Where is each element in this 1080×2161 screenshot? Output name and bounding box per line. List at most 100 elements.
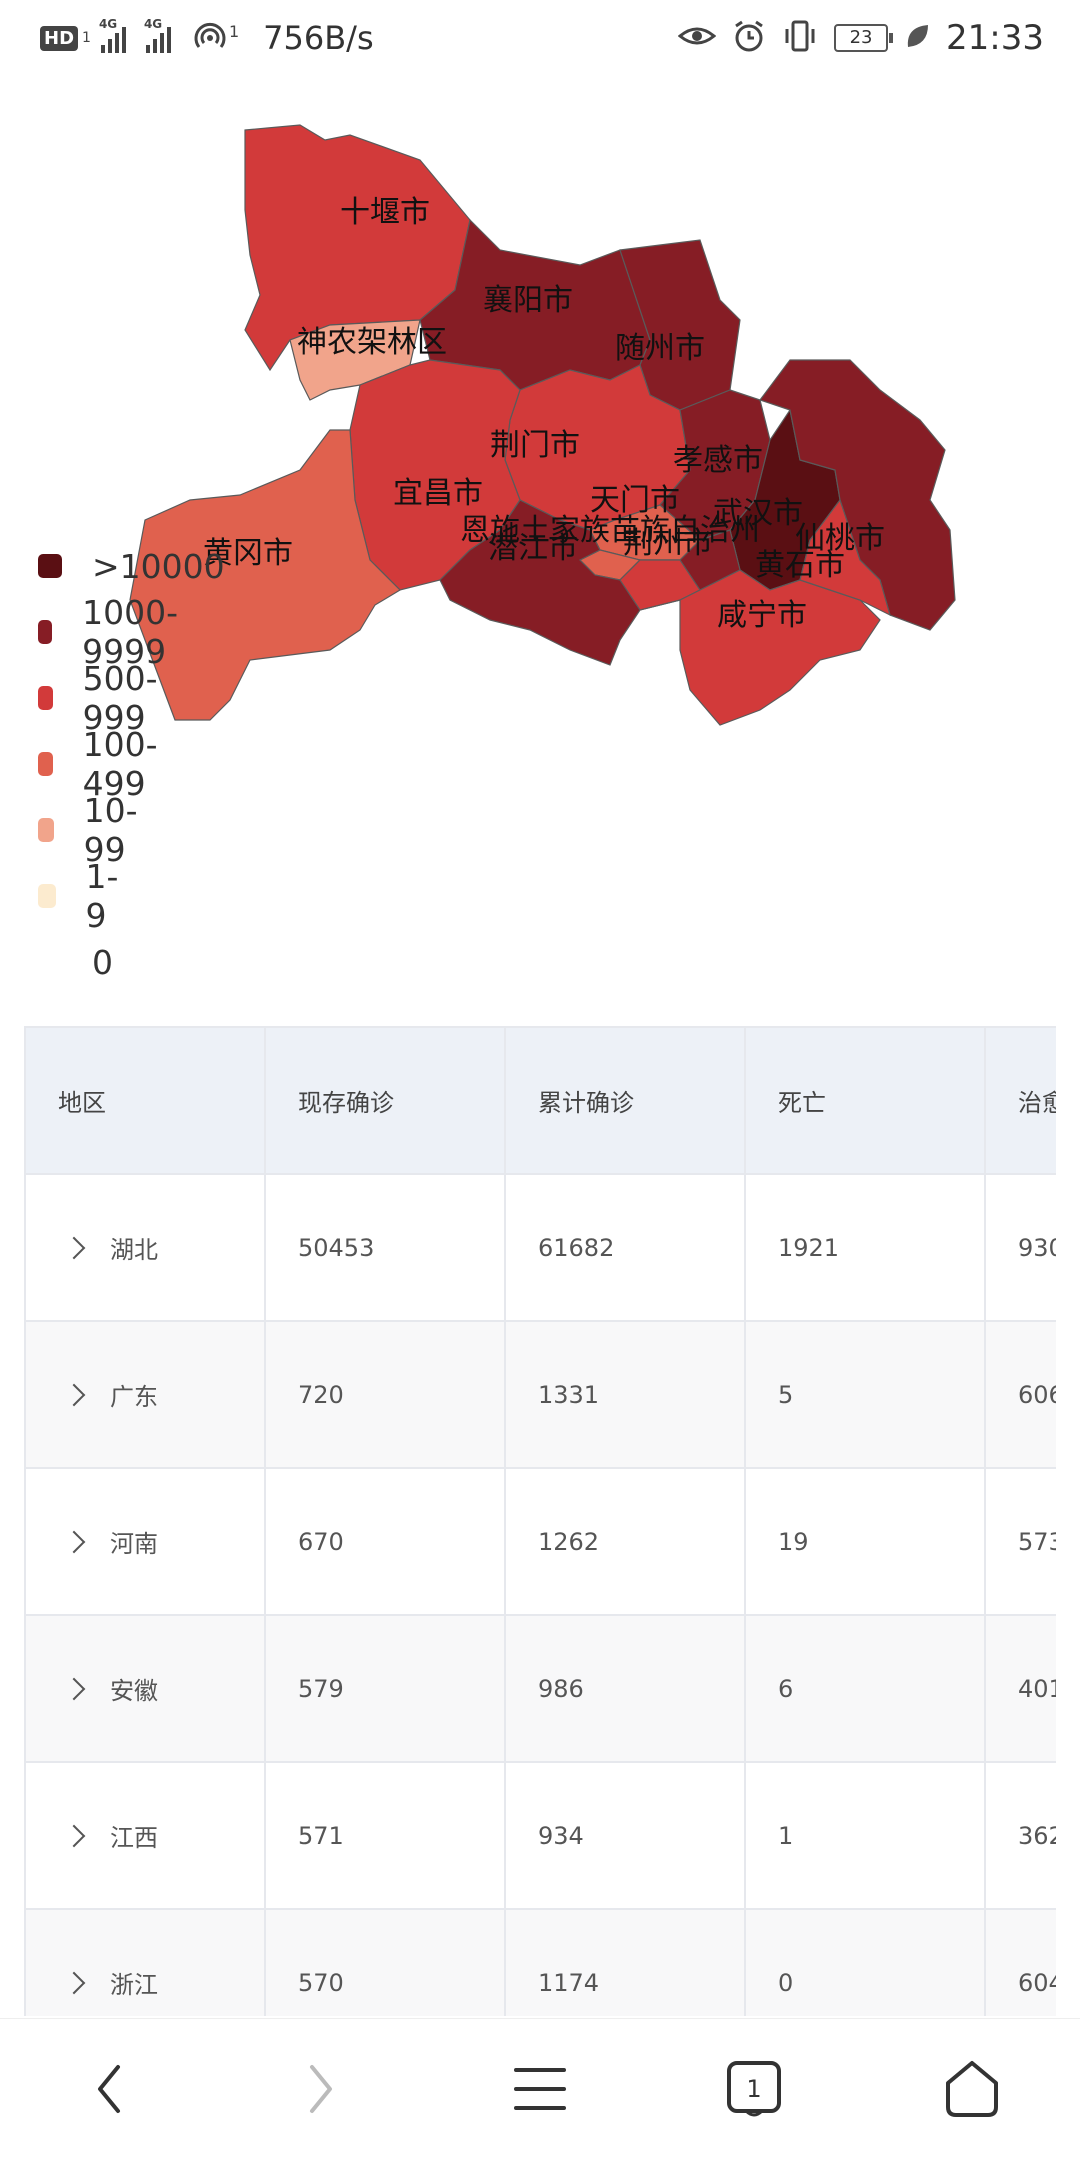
cell-cured: 604: [984, 1908, 1056, 2016]
back-icon: [98, 2065, 120, 2113]
table-row[interactable]: 安徽 5799866401: [24, 1614, 1056, 1763]
tabs-button[interactable]: 1: [714, 2049, 794, 2129]
map-label-3: 神农架林区: [297, 325, 447, 360]
cell-region[interactable]: 湖北: [24, 1173, 266, 1322]
map-label-2: 随州市: [615, 331, 705, 366]
cell-current-confirmed: 720: [264, 1320, 506, 1469]
map-label-5: 孝感市: [673, 443, 763, 478]
forward-icon: [310, 2065, 332, 2113]
hotspot-count: 1: [228, 21, 240, 41]
cell-total-confirmed: 934: [504, 1761, 746, 1910]
expand-chevron-icon[interactable]: [62, 1383, 86, 1406]
legend-label: 500-999: [82, 659, 158, 737]
region-huangshi[interactable]: [799, 498, 891, 617]
legend-item[interactable]: 100-499: [38, 725, 167, 803]
legend-item[interactable]: >10000: [38, 546, 225, 586]
cell-region[interactable]: 浙江: [24, 1908, 266, 2016]
home-icon: [946, 2061, 998, 2117]
map-label-8: 武汉市: [713, 496, 803, 531]
legend-item[interactable]: 1-9: [38, 857, 125, 935]
clock: 21:33: [946, 18, 1044, 58]
expand-chevron-icon[interactable]: [62, 1677, 86, 1700]
expand-chevron-icon[interactable]: [62, 1971, 86, 1994]
legend-swatch: [38, 818, 54, 842]
status-bar: HD 1 4G 4G 1 756B/s: [0, 0, 1080, 74]
region-name: 浙江: [110, 1971, 158, 1999]
table-row[interactable]: 湖北 50453616821921930: [24, 1173, 1056, 1322]
region-name: 安徽: [110, 1677, 158, 1705]
cellular-signal-icon-2: 4G: [144, 17, 171, 53]
menu-icon: [514, 2068, 566, 2110]
legend-label: >10000: [92, 546, 225, 586]
cell-total-confirmed: 1331: [504, 1320, 746, 1469]
map-label-12: 荆州市: [623, 526, 713, 561]
header-total-confirmed[interactable]: 累计确诊: [504, 1026, 746, 1175]
cell-cured: 573: [984, 1467, 1056, 1616]
expand-chevron-icon[interactable]: [62, 1530, 86, 1553]
region-jingzhou[interactable]: [439, 499, 741, 666]
menu-button[interactable]: [500, 2049, 580, 2129]
map-label-6: 宜昌市: [393, 476, 483, 511]
header-region[interactable]: 地区: [24, 1026, 266, 1175]
cell-current-confirmed: 571: [264, 1761, 506, 1910]
cellular-signal-icon: 4G: [99, 17, 126, 53]
cell-cured: 362: [984, 1761, 1056, 1910]
hotspot-icon: [191, 21, 229, 55]
map-label-14: 黄石市: [755, 548, 845, 583]
legend-item[interactable]: 10-99: [38, 791, 146, 869]
region-name: 江西: [110, 1824, 158, 1852]
map-label-9: 黄冈市: [203, 536, 293, 571]
table-row[interactable]: 河南 670126219573: [24, 1467, 1056, 1616]
vibrate-icon: [782, 19, 818, 57]
region-enshi[interactable]: [129, 429, 401, 721]
region-name: 湖北: [110, 1236, 158, 1264]
region-xianning[interactable]: [679, 569, 881, 726]
legend-swatch: [38, 554, 62, 578]
province-stats-table: 地区 现存确诊 累计确诊 死亡 治愈 湖北50453616821921930广东…: [24, 1026, 1056, 2016]
eye-comfort-icon: [677, 22, 717, 54]
forward-button[interactable]: [282, 2049, 362, 2129]
network-type-label: 4G: [98, 17, 118, 31]
region-huanggang[interactable]: [759, 359, 956, 631]
cell-total-confirmed: 1174: [504, 1908, 746, 2016]
expand-chevron-icon[interactable]: [62, 1236, 86, 1259]
cell-total-confirmed: 1262: [504, 1467, 746, 1616]
back-button[interactable]: [68, 2049, 148, 2129]
legend-label: 1-9: [85, 857, 119, 935]
cell-cured: 401: [984, 1614, 1056, 1763]
legend-label: 100-499: [82, 725, 158, 803]
legend-label: 1000-9999: [82, 593, 178, 671]
cell-total-confirmed: 986: [504, 1614, 746, 1763]
sim-slot-label: 1: [82, 30, 91, 46]
map-label-0: 十堰市: [340, 195, 430, 230]
legend-label: 0: [92, 942, 113, 982]
network-speed: 756B/s: [263, 19, 374, 57]
table-row[interactable]: 江西 5719341362: [24, 1761, 1056, 1910]
legend-swatch: [38, 884, 56, 908]
header-deaths[interactable]: 死亡: [744, 1026, 986, 1175]
expand-chevron-icon[interactable]: [62, 1824, 86, 1847]
tab-count: 1: [746, 2075, 761, 2103]
province-table-container[interactable]: 地区 现存确诊 累计确诊 死亡 治愈 湖北50453616821921930广东…: [24, 1026, 1056, 2016]
header-current-confirmed[interactable]: 现存确诊: [264, 1026, 506, 1175]
table-row[interactable]: 浙江 57011740604: [24, 1908, 1056, 2016]
cell-current-confirmed: 570: [264, 1908, 506, 2016]
browser-navigation-bar: 1: [0, 2018, 1080, 2161]
cell-region[interactable]: 河南: [24, 1467, 266, 1616]
cell-current-confirmed: 579: [264, 1614, 506, 1763]
legend-item[interactable]: 500-999: [38, 659, 167, 737]
cell-region[interactable]: 广东: [24, 1320, 266, 1469]
cell-region[interactable]: 安徽: [24, 1614, 266, 1763]
legend-swatch: [38, 950, 62, 974]
legend-item[interactable]: 1000-9999: [38, 593, 188, 671]
map-label-15: 咸宁市: [717, 598, 807, 633]
cell-cured: 930: [984, 1173, 1056, 1322]
header-cured[interactable]: 治愈: [984, 1026, 1056, 1175]
table-row[interactable]: 广东 72013315606: [24, 1320, 1056, 1469]
home-button[interactable]: [932, 2049, 1012, 2129]
battery-icon: 23: [834, 24, 894, 52]
legend-item[interactable]: 0: [38, 942, 113, 982]
cell-region[interactable]: 江西: [24, 1761, 266, 1910]
cell-deaths: 19: [744, 1467, 986, 1616]
legend-swatch: [38, 752, 53, 776]
